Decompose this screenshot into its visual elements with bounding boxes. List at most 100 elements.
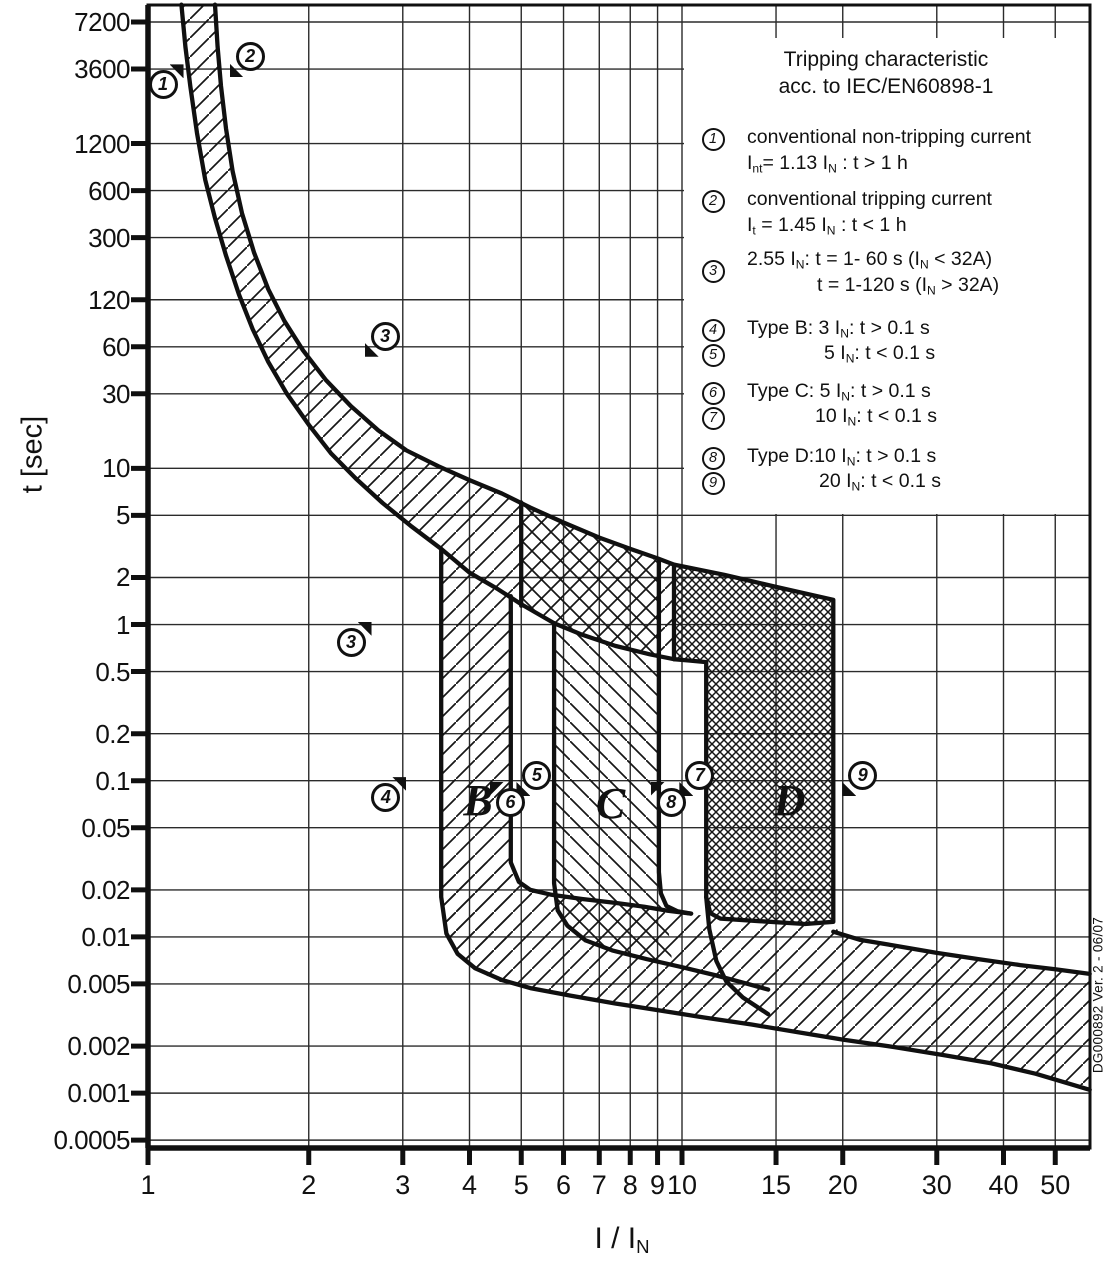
curve-tripping-curve-1.45In [212, 2, 677, 567]
region-label-C: C [595, 778, 626, 828]
subscript: N [840, 326, 849, 341]
text-run: > 32A) [935, 274, 1000, 296]
subscript: N [927, 283, 936, 298]
marker-1-circle: 1 [148, 70, 178, 100]
legend-box [684, 38, 1089, 514]
x-tick-label-50: 50 [1040, 1170, 1071, 1200]
marker-1-0: 1 [148, 64, 184, 100]
text-run: : t > 0.1 s [855, 445, 937, 467]
legend-title: Tripping characteristic acc. to IEC/EN60… [690, 46, 1082, 100]
marker-2-1: 2 [229, 42, 265, 78]
marker-6-circle: 6 [495, 787, 525, 817]
marker-2-circle: 2 [235, 42, 265, 72]
y-tick-label-0.002: 0.002 [67, 1031, 130, 1062]
region-label-D: D [773, 776, 806, 825]
y-tick-label-7200: 7200 [74, 7, 130, 37]
x-tick-label-4: 4 [461, 1170, 478, 1200]
document-code-note: DG000892 Ver. 2 - 06/07 [1090, 916, 1106, 1074]
x-tick-label-10: 10 [666, 1170, 698, 1200]
legend-item-9-number: 9 [701, 471, 725, 495]
legend-item-8-number: 8 [701, 446, 725, 470]
curve-type-b-lower-3In-and-bottom [439, 546, 1092, 1092]
x-tick-label-6: 6 [556, 1170, 572, 1200]
legend-item-1-line-2: Int= 1.13 IN : t > 1 h [747, 152, 908, 175]
text-run: I [747, 214, 753, 236]
marker-4-4: 4 [371, 777, 407, 813]
text-run: : t < 0.1 s [860, 470, 942, 492]
marker-5-5: 5 [516, 760, 552, 796]
curve-type-c-lower-5In-lower-part [551, 621, 771, 992]
marker-8-8: 8 [650, 781, 686, 817]
x-tick-label-9: 9 [650, 1170, 666, 1200]
legend-item-2-line-1: conventional tripping current [747, 188, 992, 211]
y-tick-label-0.001: 0.001 [67, 1078, 130, 1109]
subscript: N [919, 257, 929, 272]
boundary-curves [179, 2, 1092, 1092]
region-type-c-band [521, 502, 673, 966]
legend-item-3-line-2: t = 1-120 s (IN > 32A) [817, 274, 999, 297]
x-tick-label-40: 40 [988, 1170, 1019, 1200]
legend-item-1-line-1: conventional non-tripping current [747, 126, 1031, 149]
text-run: = 1.13 I [762, 152, 829, 174]
x-tick-label-20: 20 [827, 1170, 858, 1200]
marker-3-2: 3 [364, 321, 400, 357]
marker-4-circle: 4 [371, 783, 401, 813]
text-run: : t < 0.1 s [856, 405, 938, 427]
marker-3-circle: 3 [336, 627, 366, 657]
legend-item-2-line-2: It = 1.45 IN : t < 1 h [747, 214, 907, 237]
text-run: Type B: 3 I [747, 317, 841, 339]
text-run: conventional non-tripping current [747, 126, 1032, 148]
text-run: I / I [594, 1222, 637, 1255]
text-run: 5 I [824, 342, 846, 364]
legend-title-line-1: Tripping characteristic [783, 48, 989, 71]
text-run: 2.55 I [747, 248, 796, 270]
y-tick-label-1200: 1200 [74, 128, 130, 159]
y-tick-label-0.01: 0.01 [81, 921, 130, 952]
subscript: N [828, 161, 837, 176]
curve-type-d-upper-20In-bottom-sweep [831, 929, 1092, 977]
y-tick-label-2: 2 [116, 562, 130, 593]
legend-item-5-number: 5 [701, 343, 725, 367]
text-run: : t < 0.1 s [854, 342, 936, 364]
subscript: N [636, 1236, 650, 1258]
text-run: 10 I [815, 405, 848, 427]
legend-item-9-line-1: 20 IN: t < 0.1 s [819, 470, 941, 493]
legend-item-4-number: 4 [701, 318, 725, 342]
marker-9-9: 9 [842, 760, 878, 796]
text-run: conventional tripping current [747, 188, 992, 210]
region-type-d-band [674, 564, 834, 924]
subscript: N [841, 389, 851, 404]
y-tick-label-0.0005: 0.0005 [53, 1125, 130, 1156]
y-tick-label-10: 10 [102, 453, 130, 484]
curve-type-b-upper-5In [508, 593, 694, 916]
x-axis-title: I / IN [547, 1222, 697, 1258]
legend-item-7-line-1: 10 IN: t < 0.1 s [815, 405, 937, 428]
marker-9-circle: 9 [848, 760, 878, 790]
marker-5-circle: 5 [522, 760, 552, 790]
y-tick-label-3600: 3600 [74, 54, 130, 85]
y-tick-label-60: 60 [102, 331, 130, 362]
y-tick-label-300: 300 [88, 222, 130, 253]
legend-item-7-number: 7 [701, 406, 725, 430]
subscript: t [752, 223, 756, 238]
y-tick-label-600: 600 [88, 175, 130, 206]
text-run: Type C: 5 I [747, 380, 842, 402]
text-run: : t > 0.1 s [848, 317, 930, 339]
axes-frame-ticks [131, 3, 1092, 1165]
legend-item-1-number: 1 [701, 127, 725, 151]
text-run: 20 I [819, 470, 852, 492]
y-tick-label-1: 1 [116, 609, 130, 640]
marker-3-circle: 3 [370, 321, 400, 351]
x-tick-label-5: 5 [513, 1170, 529, 1200]
legend-title-line-2: acc. to IEC/EN60898-1 [778, 75, 994, 98]
y-tick-label-30: 30 [102, 378, 130, 409]
text-run: < 32A) [928, 248, 993, 270]
text-run: I [747, 152, 753, 174]
subscript: N [847, 414, 857, 429]
subscript: N [795, 257, 805, 272]
marker-7-7: 7 [679, 760, 715, 796]
y-tick-label-0.1: 0.1 [95, 765, 130, 796]
y-tick-label-0.02: 0.02 [81, 874, 130, 905]
subscript: N [846, 454, 856, 469]
